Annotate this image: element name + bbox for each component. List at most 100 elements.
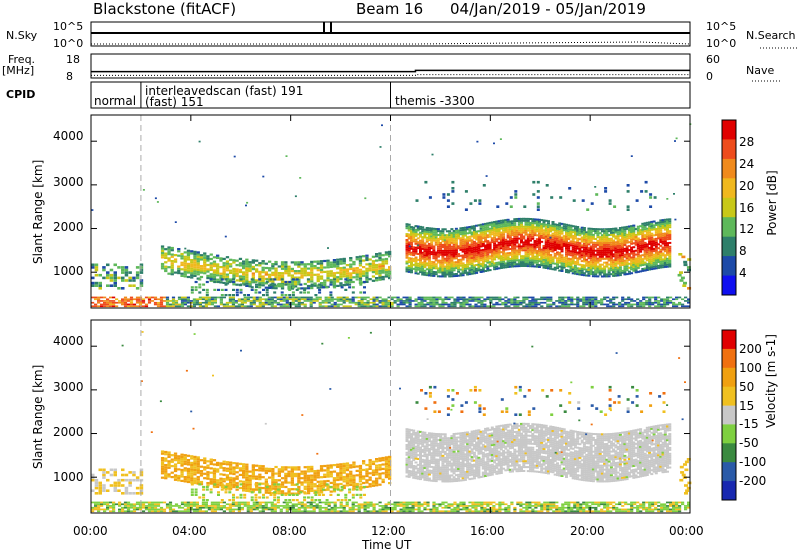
power-cell — [426, 303, 430, 306]
power-cell — [639, 240, 643, 243]
power-cell — [248, 280, 252, 283]
power-cell — [531, 305, 535, 308]
power-cell — [547, 241, 550, 244]
power-cell — [190, 291, 194, 294]
power-cell — [520, 261, 523, 264]
power-cell — [643, 267, 647, 270]
power-cell — [616, 268, 620, 271]
power-cell — [627, 262, 631, 265]
power-cell — [464, 208, 468, 211]
power-cell — [486, 222, 490, 225]
velocity-cell — [318, 505, 322, 507]
power-cell — [219, 296, 223, 299]
power-cell — [371, 262, 376, 265]
power-cell — [614, 241, 618, 244]
power-cell — [430, 227, 434, 230]
power-cell — [641, 260, 645, 263]
power-cell — [645, 223, 649, 226]
power-cell — [657, 257, 661, 260]
power-cell — [461, 229, 465, 231]
power-cell — [448, 255, 452, 258]
power-cell — [291, 300, 295, 302]
power-cell — [582, 268, 586, 271]
velocity-cell — [444, 501, 448, 504]
power-cell — [174, 305, 179, 308]
power-cell — [511, 240, 514, 242]
power-cell — [255, 264, 259, 267]
velocity-cell — [300, 505, 304, 507]
power-cell — [94, 303, 98, 306]
power-cell — [520, 223, 523, 226]
power-cell — [426, 296, 430, 299]
power-cell — [336, 305, 340, 308]
velocity-cell — [264, 506, 268, 509]
power-cell — [352, 263, 356, 266]
power-cell — [560, 244, 564, 247]
power-cell — [439, 245, 443, 248]
power-cell — [630, 300, 634, 302]
power-cell — [443, 238, 447, 241]
power-cell — [312, 300, 316, 302]
power-cell — [531, 255, 535, 258]
power-cell — [180, 261, 184, 264]
power-cell — [189, 305, 193, 308]
power-cell — [540, 260, 544, 263]
power-cell — [246, 296, 250, 299]
power-cell — [594, 303, 598, 306]
velocity-cell — [426, 508, 430, 511]
power-cell — [654, 257, 658, 260]
power-cell — [661, 264, 665, 267]
power-cell — [216, 263, 220, 266]
power-cell — [451, 202, 455, 205]
velocity-cell — [417, 508, 421, 511]
power-cell — [332, 274, 337, 277]
power-cell — [470, 239, 474, 242]
velocity-cell — [357, 506, 361, 509]
power-cell — [517, 259, 521, 262]
power-cell — [576, 231, 580, 234]
power-cell — [496, 205, 500, 208]
power-cell — [290, 267, 294, 270]
power-cell — [436, 261, 440, 264]
power-cell — [261, 262, 265, 265]
power-cell — [129, 300, 134, 302]
velocity-cell — [378, 505, 382, 507]
power-cell — [663, 232, 667, 235]
power-cell — [434, 237, 438, 240]
power-cell — [668, 220, 672, 223]
power-cell — [504, 256, 508, 259]
power-cell — [526, 237, 530, 240]
power-cell — [423, 256, 427, 259]
power-cell — [412, 228, 416, 231]
power-cell — [271, 263, 275, 266]
power-cell — [621, 262, 625, 264]
power-cell — [450, 267, 454, 270]
power-cell — [497, 267, 501, 270]
velocity-cell — [97, 510, 101, 513]
power-cell — [556, 265, 559, 268]
power-cell — [569, 266, 573, 268]
power-cell — [598, 242, 602, 244]
power-colorbar-tick: 28 — [739, 134, 755, 149]
power-cell — [576, 298, 580, 301]
power-cell — [648, 301, 652, 304]
power-cell — [423, 264, 427, 266]
power-cell — [135, 287, 140, 290]
power-cell — [591, 259, 595, 262]
power-cell — [430, 237, 434, 240]
power-cell — [490, 239, 494, 242]
power-cell — [560, 242, 564, 245]
power-cell — [598, 271, 602, 274]
power-cell — [570, 296, 574, 299]
power-cell — [219, 266, 223, 269]
power-cell — [684, 305, 688, 308]
power-cell — [645, 301, 649, 304]
power-cell — [160, 249, 165, 252]
velocity-cell — [132, 503, 137, 506]
power-cell — [303, 303, 307, 306]
power-cell — [565, 241, 568, 244]
power-cell — [448, 236, 452, 239]
power-cell — [229, 263, 233, 266]
power-cell — [250, 288, 254, 291]
power-cell — [484, 232, 488, 235]
